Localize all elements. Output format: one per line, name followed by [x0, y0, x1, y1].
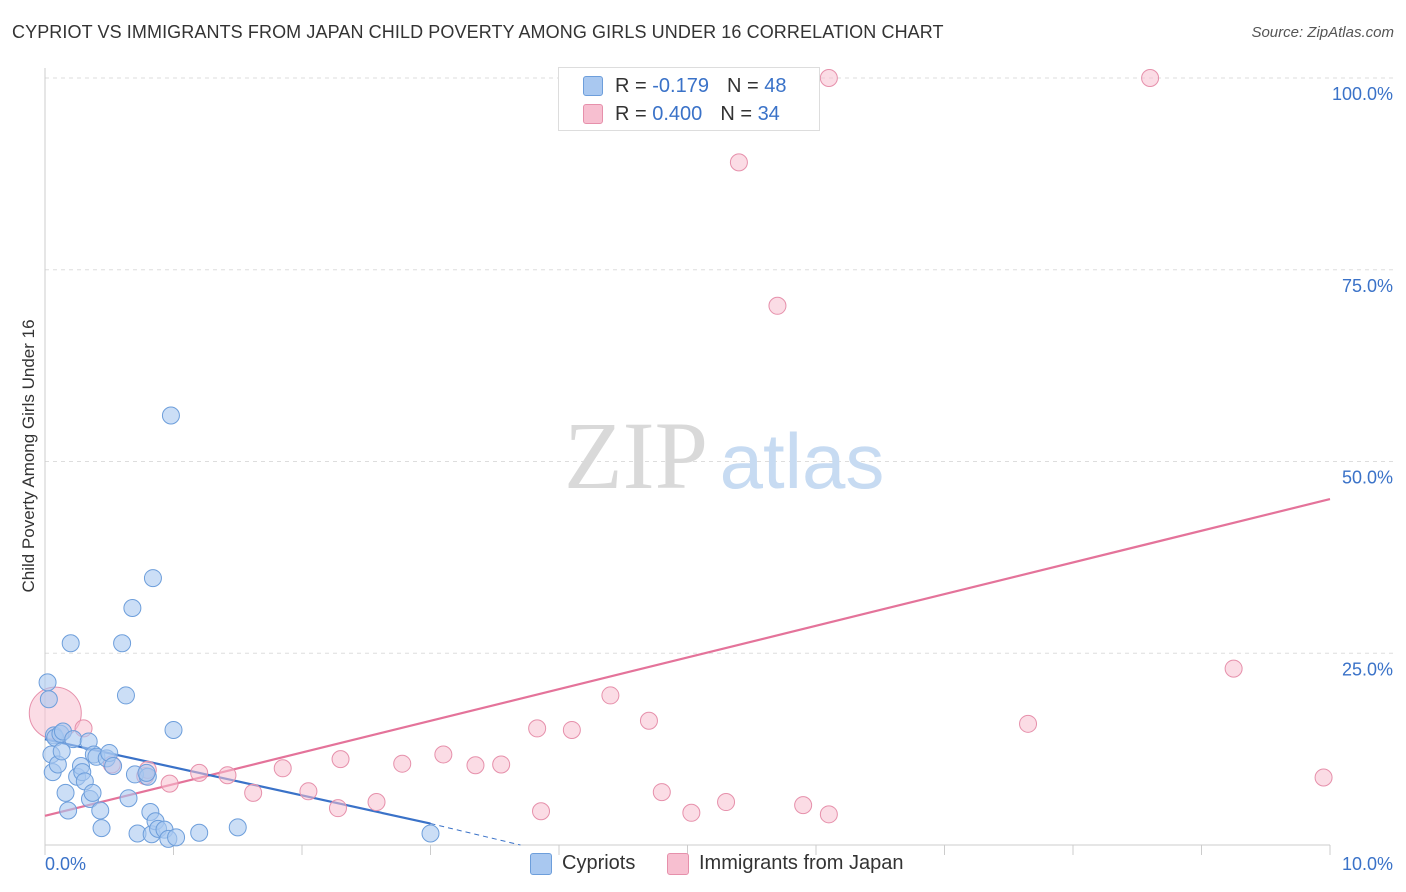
trend-line-cypriots-extension: [430, 823, 521, 846]
point-cypriots: [228, 818, 247, 837]
point-immigrants-from-japan: [1314, 768, 1333, 787]
legend-row-japan: R = 0.400 N = 34: [583, 101, 780, 127]
point-cypriots: [104, 756, 123, 775]
correlation-legend: R = -0.179 N = 48 R = 0.400 N = 34: [558, 67, 820, 131]
point-immigrants-from-japan: [299, 782, 318, 801]
point-cypriots: [59, 801, 78, 820]
point-cypriots: [164, 720, 183, 739]
legend-row-cypriots: R = -0.179 N = 48: [583, 73, 786, 99]
legend-swatch-cypriots: [530, 852, 552, 875]
point-immigrants-from-japan: [1224, 659, 1243, 678]
legend-item-japan[interactable]: Immigrants from Japan: [667, 852, 904, 875]
y-tick-label-100: 100.0%: [1332, 84, 1393, 104]
legend-swatch-pink: [583, 104, 603, 124]
point-immigrants-from-japan: [190, 763, 209, 782]
legend-item-cypriots[interactable]: Cypriots: [530, 852, 635, 875]
watermark-atlas: atlas: [720, 417, 885, 505]
point-cypriots: [116, 686, 135, 705]
trend-line-immigrants-from-japan: [44, 498, 1331, 817]
point-immigrants-from-japan: [794, 796, 813, 815]
point-immigrants-from-japan: [528, 719, 547, 738]
point-immigrants-from-japan: [819, 69, 838, 87]
point-immigrants-from-japan: [434, 745, 453, 764]
point-cypriots: [137, 763, 156, 782]
point-cypriots: [421, 824, 440, 843]
legend-label-cypriots: Cypriots: [562, 852, 636, 874]
point-cypriots: [119, 789, 138, 808]
point-immigrants-from-japan: [328, 799, 347, 818]
watermark-zip: ZIP: [564, 402, 708, 509]
legend-label-japan: Immigrants from Japan: [699, 852, 904, 874]
y-tick-label-50: 50.0%: [1342, 468, 1393, 488]
point-immigrants-from-japan: [729, 153, 748, 172]
legend-n-label: N =: [726, 74, 759, 97]
point-immigrants-from-japan: [682, 803, 701, 822]
point-cypriots: [39, 690, 58, 709]
point-immigrants-from-japan: [218, 766, 237, 785]
y-tick-label-75: 75.0%: [1342, 276, 1393, 296]
point-immigrants-from-japan: [331, 750, 350, 769]
series-legend: Cypriots Immigrants from Japan: [0, 852, 1406, 878]
legend-r-label: R =: [615, 74, 647, 97]
point-immigrants-from-japan: [639, 711, 658, 730]
legend-n-value: 48: [764, 74, 787, 97]
point-cypriots: [38, 673, 57, 692]
point-cypriots: [123, 598, 142, 617]
tick-labels: 25.0% 50.0% 75.0% 100.0% 0.0% 10.0%: [45, 84, 1393, 874]
trend-lines: [44, 498, 1331, 846]
point-cypriots: [64, 730, 83, 749]
point-cypriots: [56, 783, 75, 802]
point-cypriots: [190, 823, 209, 842]
chart-title: CYPRIOT VS IMMIGRANTS FROM JAPAN CHILD P…: [12, 22, 944, 42]
point-immigrants-from-japan: [562, 720, 581, 739]
legend-n-value: 34: [757, 102, 780, 125]
point-cypriots: [143, 569, 162, 588]
point-cypriots: [113, 634, 132, 653]
watermark: ZIP atlas: [564, 402, 884, 509]
point-immigrants-from-japan: [768, 296, 787, 315]
grid-lines: [45, 77, 1395, 654]
point-immigrants-from-japan: [717, 793, 736, 812]
point-immigrants-from-japan: [466, 756, 485, 775]
point-cypriots: [52, 742, 71, 761]
point-immigrants-from-japan: [367, 793, 386, 812]
point-immigrants-from-japan: [652, 783, 671, 802]
point-immigrants-from-japan: [1019, 714, 1038, 733]
point-immigrants-from-japan: [819, 805, 838, 824]
point-immigrants-from-japan: [532, 802, 551, 821]
legend-r-label: R =: [615, 102, 647, 125]
x-tick-label-min: 0.0%: [45, 854, 86, 874]
point-cypriots: [91, 801, 110, 820]
point-immigrants-from-japan: [601, 686, 620, 705]
point-immigrants-from-japan: [1141, 69, 1160, 87]
points-cypriots: [38, 406, 440, 848]
point-immigrants-from-japan: [273, 759, 292, 778]
point-immigrants-from-japan: [492, 755, 511, 774]
y-axis-label: Child Poverty Among Girls Under 16: [19, 319, 38, 592]
point-immigrants-from-japan: [160, 774, 179, 793]
x-tick-label-max: 10.0%: [1342, 854, 1393, 874]
point-cypriots: [83, 783, 102, 802]
legend-r-value: -0.179: [652, 74, 709, 97]
point-immigrants-from-japan: [244, 783, 263, 802]
legend-swatch-japan: [667, 852, 689, 875]
y-tick-label-25: 25.0%: [1342, 659, 1393, 679]
point-cypriots: [61, 634, 80, 653]
point-cypriots: [161, 406, 180, 425]
point-immigrants-from-japan: [393, 754, 412, 773]
legend-n-label: N =: [720, 102, 752, 125]
legend-r-value: 0.400: [652, 102, 703, 125]
legend-swatch-blue: [583, 76, 603, 96]
point-cypriots: [167, 828, 186, 847]
point-cypriots: [92, 819, 111, 838]
source-label: Source: ZipAtlas.com: [1251, 24, 1394, 41]
